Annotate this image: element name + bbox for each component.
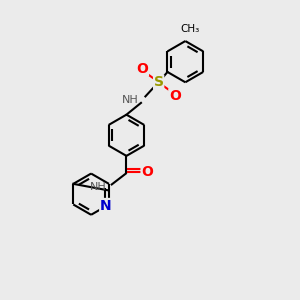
Text: CH₃: CH₃: [180, 24, 200, 34]
Text: NH: NH: [122, 95, 139, 105]
Text: O: O: [141, 165, 153, 179]
Text: O: O: [136, 62, 148, 76]
Text: O: O: [169, 89, 181, 103]
Text: NH: NH: [90, 182, 107, 192]
Text: S: S: [154, 75, 164, 89]
Text: N: N: [100, 199, 112, 213]
